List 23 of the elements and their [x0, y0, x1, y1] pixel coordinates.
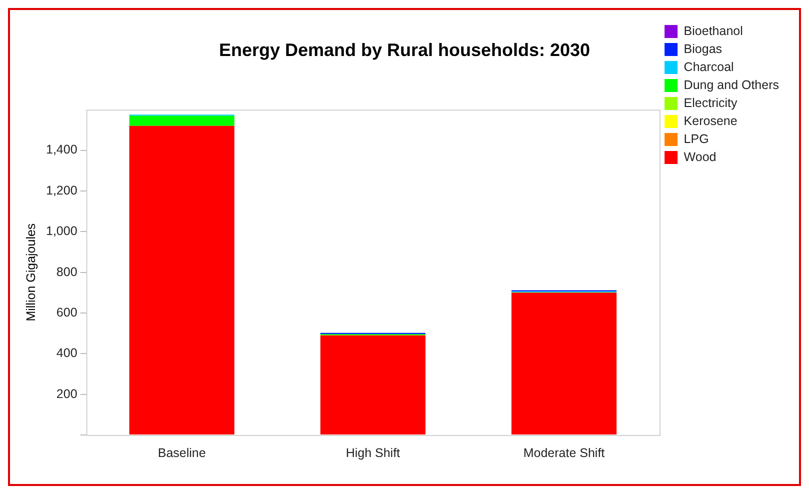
- x-tick-label: Moderate Shift: [523, 446, 606, 460]
- y-axis-title: Million Gigajoules: [24, 223, 38, 322]
- y-tick-label: 800: [56, 264, 78, 279]
- x-tick-label: Baseline: [158, 446, 206, 460]
- legend-label: Electricity: [684, 96, 738, 110]
- y-tick-label: 1,200: [46, 183, 78, 198]
- legend-label: Wood: [684, 150, 716, 164]
- legend-label: Dung and Others: [684, 78, 780, 92]
- bar: [129, 126, 234, 434]
- y-tick-label: 1,400: [46, 142, 78, 157]
- legend-label: Charcoal: [684, 60, 734, 74]
- legend-label: Bioethanol: [684, 24, 743, 38]
- y-tick-label: 200: [56, 386, 78, 401]
- legend-label: LPG: [684, 132, 709, 146]
- legend-label: Biogas: [684, 42, 722, 56]
- chart-title: Energy Demand by Rural households: 2030: [218, 40, 590, 60]
- y-tick-label: 600: [56, 305, 78, 320]
- bar: [511, 292, 617, 434]
- legend-label: Kerosene: [684, 114, 738, 128]
- y-tick-label: 400: [56, 346, 78, 360]
- x-tick-label: High Shift: [346, 446, 401, 460]
- bar: [320, 335, 426, 434]
- y-tick-label: 1,000: [46, 224, 78, 238]
